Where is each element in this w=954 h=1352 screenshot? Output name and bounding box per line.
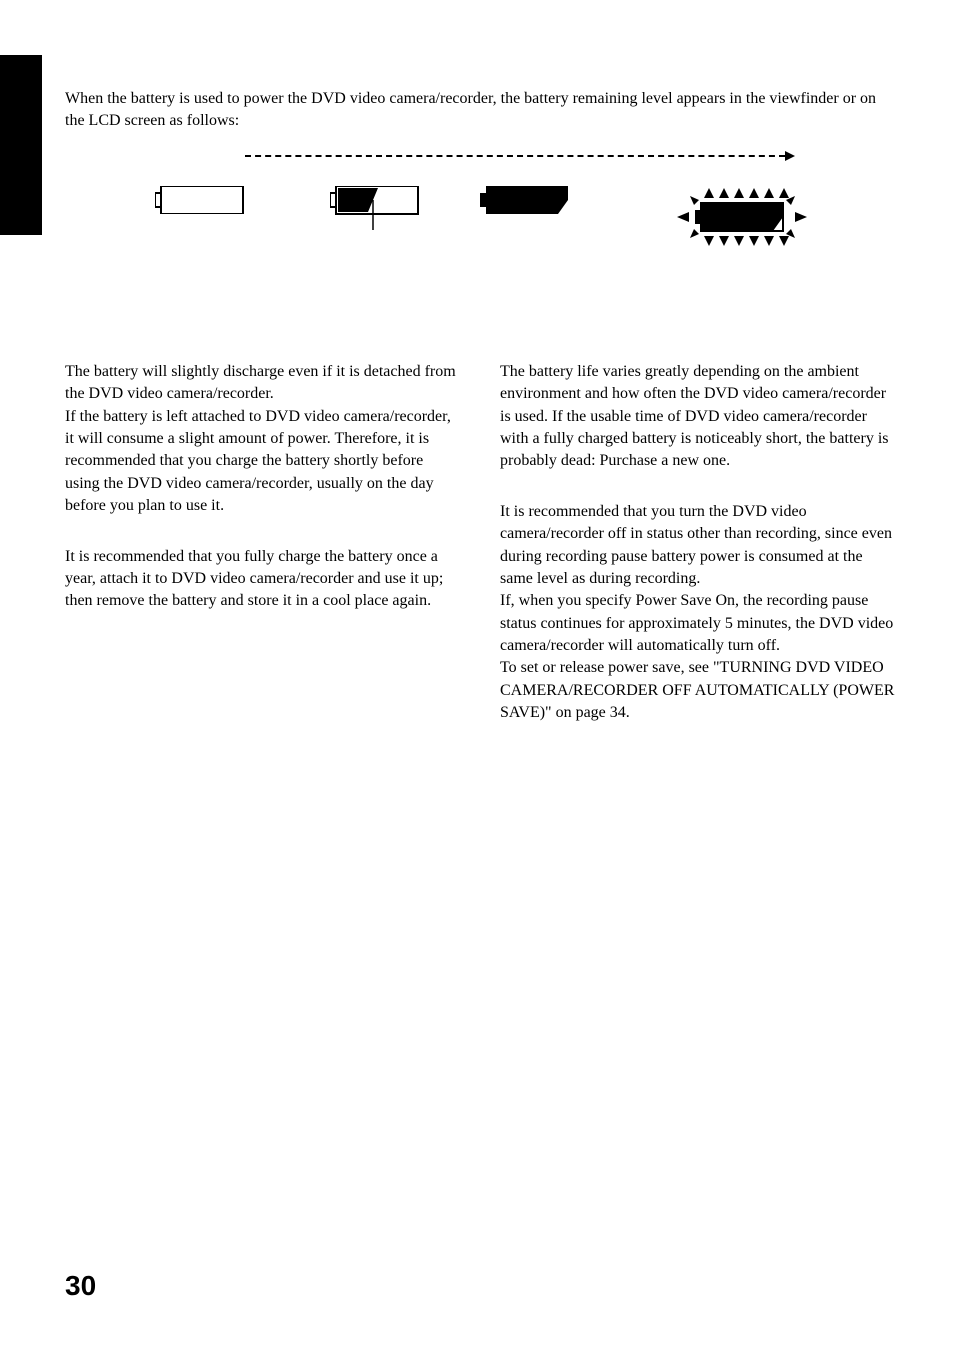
arrowhead-icon: [785, 151, 795, 161]
intro-paragraph: When the battery is used to power the DV…: [65, 88, 895, 133]
discharge-arrow: [245, 151, 795, 161]
page-content: When the battery is used to power the DV…: [65, 88, 895, 725]
dash-line: [245, 155, 785, 157]
right-p2: It is recommended that you turn the DVD …: [500, 501, 895, 591]
left-column: The battery will slightly discharge even…: [65, 361, 460, 725]
right-column: The battery life varies greatly dependin…: [500, 361, 895, 725]
battery-empty-blinking-icon: [665, 186, 825, 253]
section-tab: [0, 55, 42, 235]
right-p1: The battery life varies greatly dependin…: [500, 361, 895, 473]
left-p3: It is recommended that you fully charge …: [65, 546, 460, 613]
battery-full-icon: [155, 186, 245, 219]
battery-low-icon: [480, 186, 570, 219]
left-p2: If the battery is left attached to DVD v…: [65, 406, 460, 518]
battery-half-icon: [330, 186, 420, 235]
battery-indicator-row: [65, 151, 895, 281]
right-p3: If, when you specify Power Save On, the …: [500, 590, 895, 657]
two-column-body: The battery will slightly discharge even…: [65, 361, 895, 725]
right-p4: To set or release power save, see "TURNI…: [500, 657, 895, 724]
page-number: 30: [65, 1270, 96, 1302]
left-p1: The battery will slightly discharge even…: [65, 361, 460, 406]
